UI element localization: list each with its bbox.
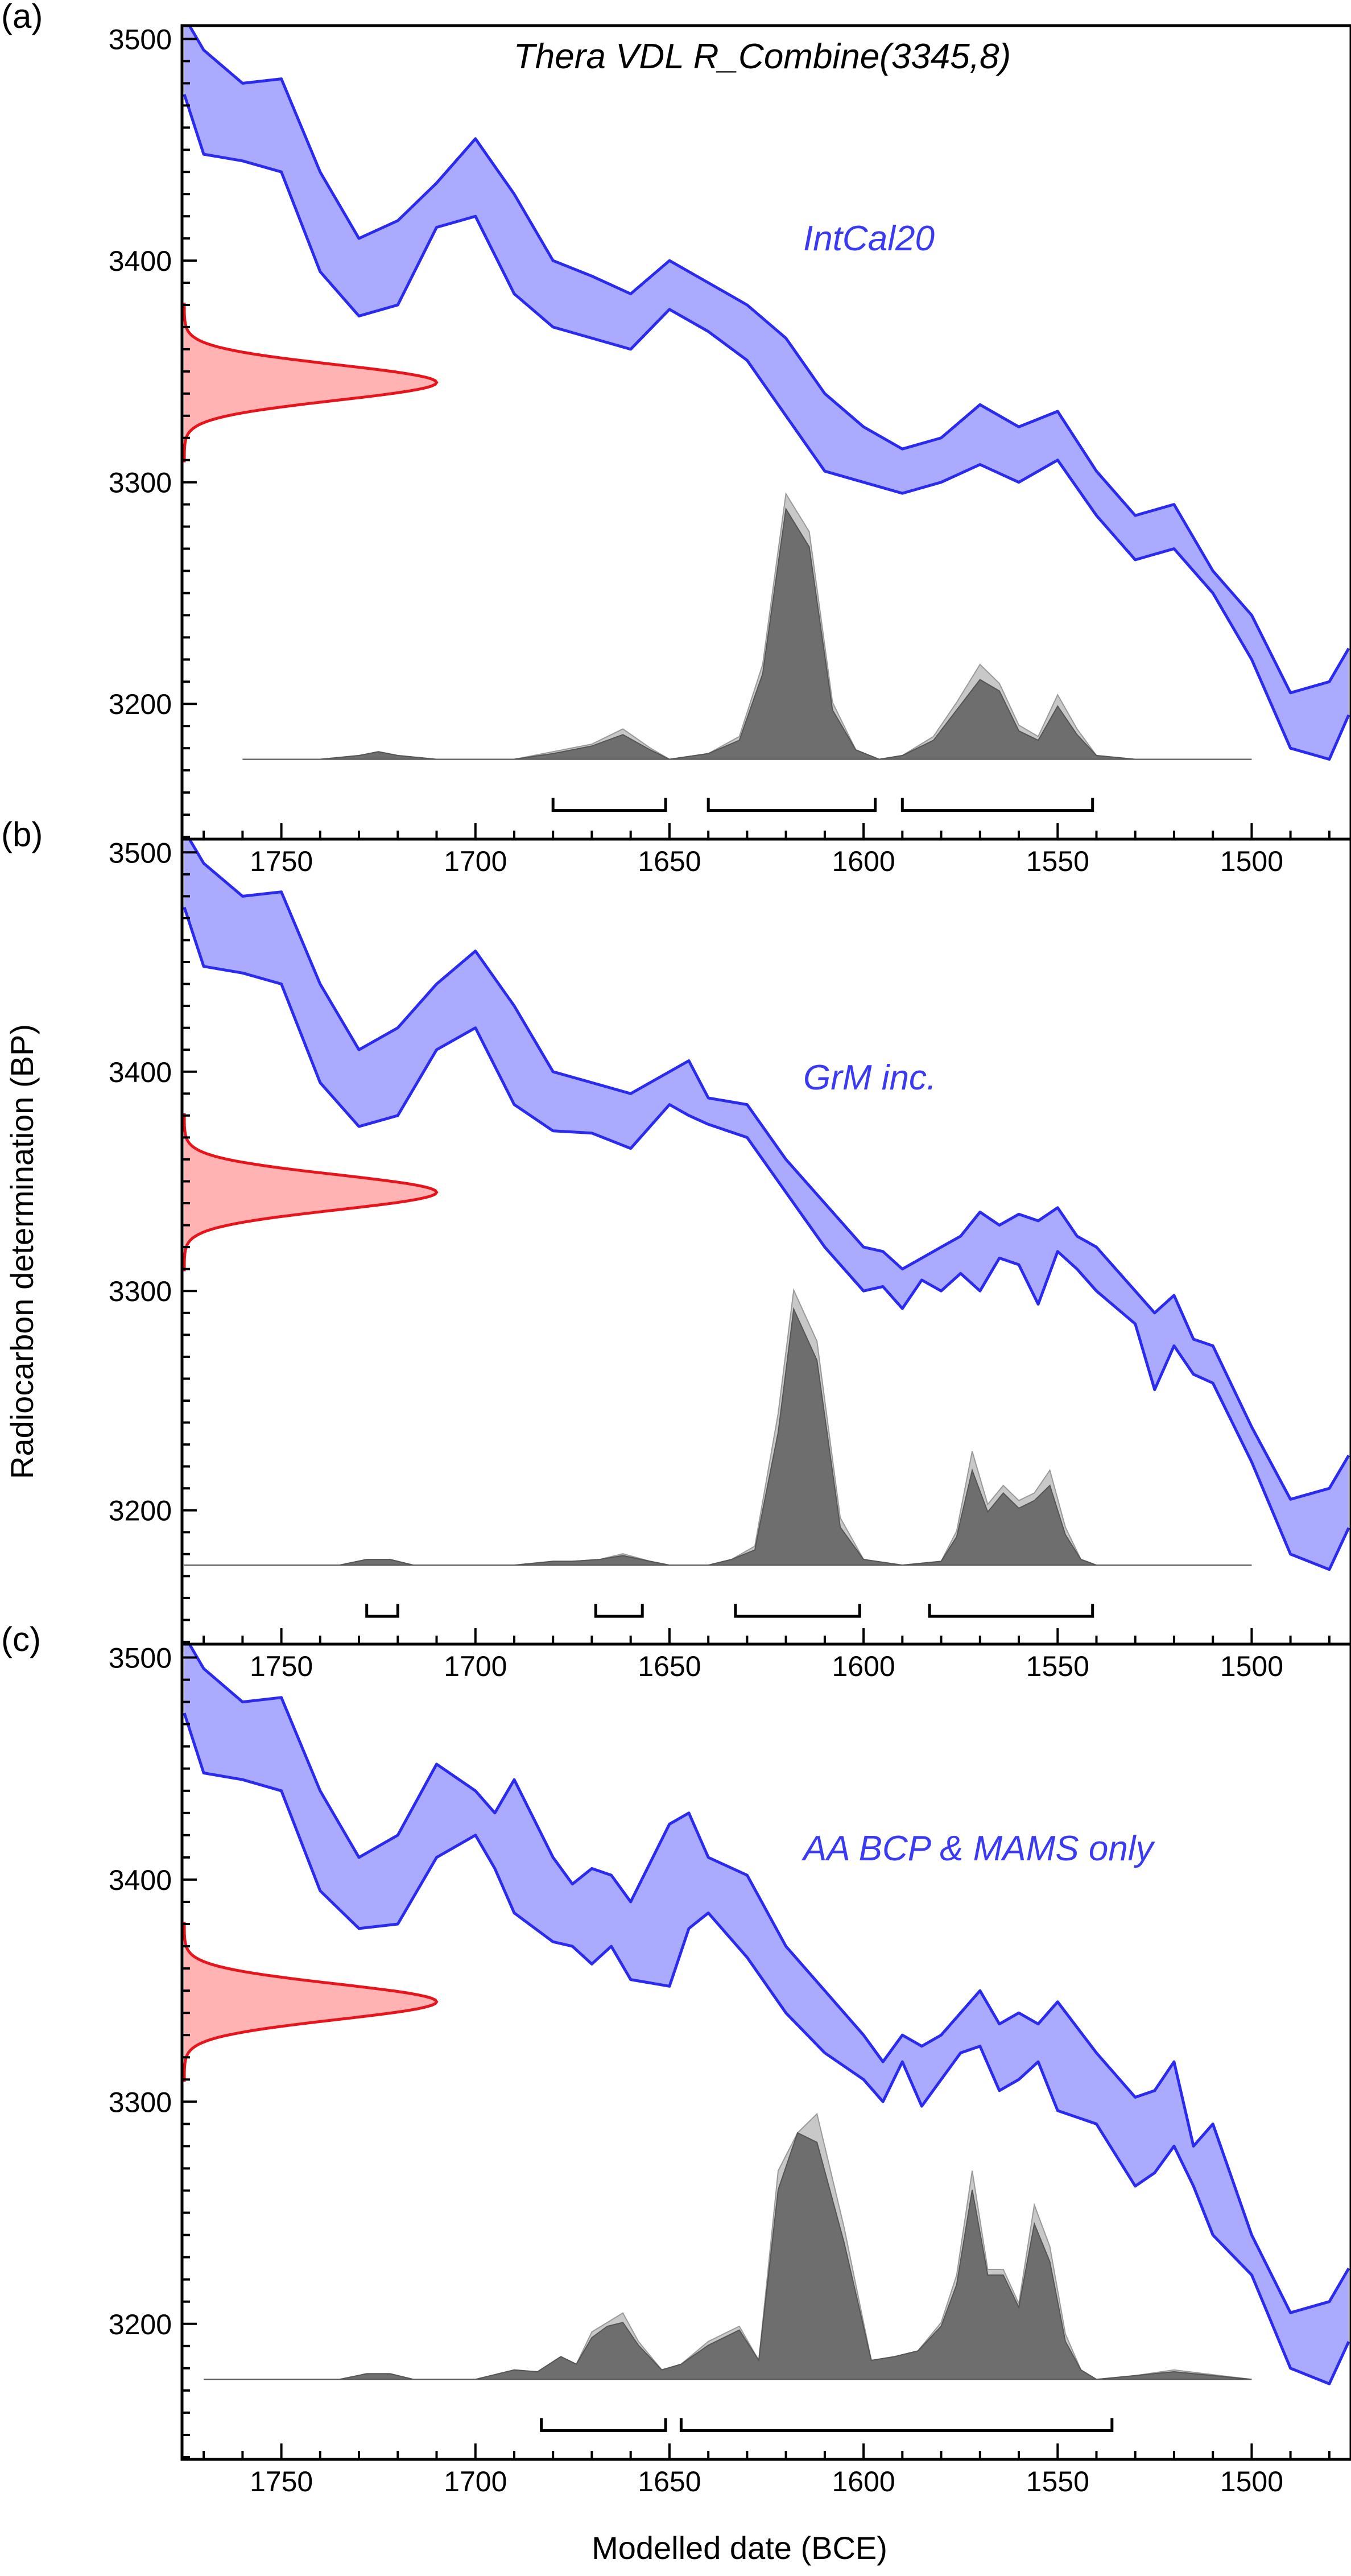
- plot-area: [183, 839, 1350, 1618]
- posterior-distribution: [242, 507, 1252, 760]
- y-tick-label: 3400: [109, 1056, 172, 1088]
- y-tick-label: 3300: [109, 1275, 172, 1307]
- y-axis-label: Radiocarbon determination (BP): [4, 1024, 40, 1479]
- plot-area: [183, 1644, 1350, 2432]
- x-tick-label: 1600: [832, 2466, 895, 2497]
- measurement-gaussian-line: [183, 1113, 439, 1272]
- hpd-range-bracket: [734, 1604, 861, 1618]
- hpd-range-bracket: [551, 798, 667, 812]
- x-tick-label: 1500: [1220, 1650, 1283, 1682]
- calibration-curve-lower: [183, 94, 1350, 761]
- calibration-curve-band: [184, 839, 1349, 1570]
- x-tick-label: 1500: [1220, 845, 1283, 877]
- x-tick-label: 1750: [250, 1650, 313, 1682]
- x-tick-label: 1750: [250, 845, 313, 877]
- hpd-range-bracket: [707, 798, 877, 812]
- chart-title: Thera VDL R_Combine(3345,8): [514, 37, 1011, 76]
- y-tick-label: 3500: [109, 24, 172, 56]
- measurement-gaussian-line: [183, 1922, 439, 2082]
- calibration-curve-band: [184, 26, 1349, 759]
- plot-area: [183, 26, 1350, 812]
- y-tick-label: 3400: [109, 1864, 172, 1896]
- y-tick-label: 3500: [109, 1642, 172, 1674]
- panel-label: (b): [1, 815, 43, 853]
- x-tick-label: 1600: [832, 845, 895, 877]
- y-tick-label: 3300: [109, 467, 172, 499]
- measurement-gaussian-fill: [184, 1922, 437, 2082]
- calibration-curve-band: [184, 1644, 1349, 2384]
- x-tick-label: 1700: [444, 2466, 507, 2497]
- calibration-curve-upper: [188, 839, 1350, 1501]
- x-tick-label: 1500: [1220, 2466, 1283, 2497]
- calibration-curve-lower: [183, 906, 1350, 1571]
- x-tick-label: 1550: [1026, 845, 1089, 877]
- panel-label: (c): [1, 1620, 41, 1658]
- x-tick-label: 1550: [1026, 2466, 1089, 2497]
- y-tick-label: 3400: [109, 245, 172, 277]
- calibration-curve-upper: [188, 26, 1350, 695]
- chart-panel: 3200 3300 3400 3500 1750 1700 1650 1600 1550 1500…: [1, 1620, 1351, 2497]
- x-tick-label: 1550: [1026, 1650, 1089, 1682]
- calibration-curve-upper: [188, 1644, 1350, 2314]
- panel-label: (a): [1, 0, 43, 35]
- y-tick-label: 3500: [109, 837, 172, 869]
- hpd-range-bracket: [540, 2418, 667, 2432]
- measurement-gaussian-fill: [184, 303, 437, 463]
- hpd-range-bracket: [594, 1604, 644, 1618]
- x-tick-label: 1700: [444, 1650, 507, 1682]
- plot-frame: [180, 1642, 1351, 2461]
- measurement-gaussian-fill: [184, 1113, 437, 1272]
- x-tick-label: 1700: [444, 845, 507, 877]
- y-tick-label: 3200: [109, 1495, 172, 1527]
- hpd-range-bracket: [900, 798, 1094, 812]
- chart-panel: 3200 3300 3400 3500 1750 1700 1650 1600 1550 1500…: [1, 815, 1351, 1682]
- hpd-range-bracket: [928, 1604, 1094, 1618]
- y-tick-label: 3300: [109, 2086, 172, 2118]
- hpd-range-bracket: [679, 2418, 1114, 2432]
- y-tick-label: 3200: [109, 2309, 172, 2340]
- curve-label: IntCal20: [803, 219, 935, 258]
- measurement-gaussian-line: [183, 303, 439, 463]
- x-tick-label: 1750: [250, 2466, 313, 2497]
- x-tick-label: 1600: [832, 1650, 895, 1682]
- curve-label: AA BCP & MAMS only: [801, 1829, 1156, 1868]
- posterior-distribution: [204, 2132, 1252, 2380]
- calibration-curve-lower: [183, 1712, 1350, 2385]
- chart-panel: 3200 3300 3400 3500 1750 1700 1650 1600 1550 1500…: [1, 0, 1351, 877]
- prior-distribution: [184, 1288, 1252, 1566]
- x-tick-label: 1650: [638, 2466, 701, 2497]
- curve-label: GrM inc.: [803, 1058, 936, 1097]
- y-tick-label: 3200: [109, 688, 172, 720]
- x-tick-label: 1650: [638, 845, 701, 877]
- x-tick-label: 1650: [638, 1650, 701, 1682]
- posterior-distribution: [184, 1307, 1252, 1566]
- x-axis-label: Modelled date (BCE): [592, 2530, 887, 2566]
- hpd-range-bracket: [365, 1604, 399, 1618]
